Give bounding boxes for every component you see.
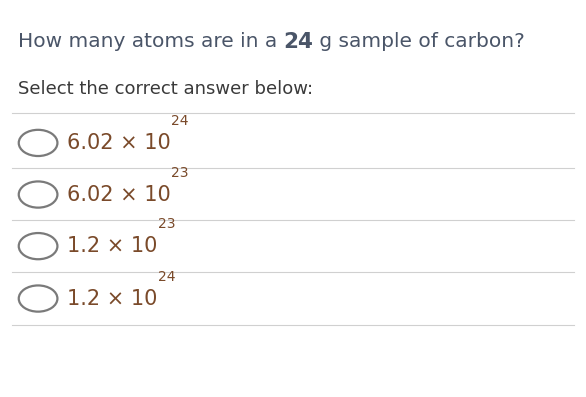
- Text: 23: 23: [171, 166, 189, 180]
- Text: 6.02 × 10: 6.02 × 10: [67, 185, 171, 204]
- Text: 1.2 × 10: 1.2 × 10: [67, 236, 158, 256]
- Text: Select the correct answer below:: Select the correct answer below:: [18, 80, 313, 98]
- Text: How many atoms are in a: How many atoms are in a: [18, 32, 283, 51]
- Text: 24: 24: [171, 114, 189, 128]
- Text: 24: 24: [158, 270, 175, 284]
- Text: 1.2 × 10: 1.2 × 10: [67, 289, 158, 308]
- Text: 23: 23: [158, 217, 175, 231]
- Text: g sample of carbon?: g sample of carbon?: [313, 32, 525, 51]
- Text: 24: 24: [283, 32, 313, 52]
- Text: 6.02 × 10: 6.02 × 10: [67, 133, 171, 153]
